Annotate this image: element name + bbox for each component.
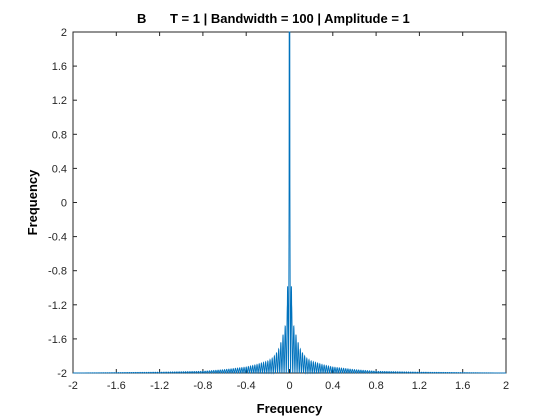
y-tick-label: 2 — [61, 27, 67, 39]
x-tick-label: -2 — [68, 380, 78, 392]
y-tick-label: 1.2 — [52, 95, 67, 107]
title-text: T = 1 | Bandwidth = 100 | Amplitude = 1 — [170, 11, 410, 26]
spectrum-line — [73, 31, 506, 375]
x-ticks: -2 -1.6 -1.2 -0.8 -0.4 0 0.4 0.8 1.2 1.6 2 — [68, 32, 509, 392]
panel-label: B — [137, 11, 146, 26]
x-tick-label: -1.6 — [107, 380, 126, 392]
x-tick-label: 1.2 — [412, 380, 427, 392]
x-tick-label: 0.4 — [325, 380, 340, 392]
y-ticks: -2 -1.6 -1.2 -0.8 -0.4 0 0.4 0.8 1.2 1.6 2 — [48, 27, 506, 380]
y-tick-label: -1.2 — [48, 300, 67, 312]
x-tick-label: -0.8 — [193, 380, 212, 392]
x-tick-label: 1.6 — [455, 380, 470, 392]
y-tick-label: -1.6 — [48, 334, 67, 346]
y-tick-label: -0.4 — [48, 232, 67, 244]
x-tick-label: 0.8 — [368, 380, 383, 392]
y-tick-label: 1.6 — [52, 61, 67, 73]
y-tick-label: 0.4 — [52, 163, 67, 175]
y-tick-label: -2 — [57, 368, 67, 380]
chart-title: B T = 1 | Bandwidth = 100 | Amplitude = 1 — [137, 11, 410, 26]
y-axis-label: Frequency — [25, 169, 40, 236]
series-layer — [73, 31, 506, 375]
x-axis-label: Frequency — [257, 401, 324, 416]
x-tick-label: -0.4 — [237, 380, 256, 392]
x-tick-label: 2 — [503, 380, 509, 392]
plot-area: -2 -1.6 -1.2 -0.8 -0.4 0 0.4 0.8 1.2 1.6 2 -2-1.6-… — [48, 27, 509, 392]
x-tick-label: 0 — [286, 380, 292, 392]
y-tick-label: 0 — [61, 198, 67, 210]
y-tick-label: 0.8 — [52, 129, 67, 141]
x-tick-label: -1.2 — [150, 380, 169, 392]
y-tick-label: -0.8 — [48, 266, 67, 278]
